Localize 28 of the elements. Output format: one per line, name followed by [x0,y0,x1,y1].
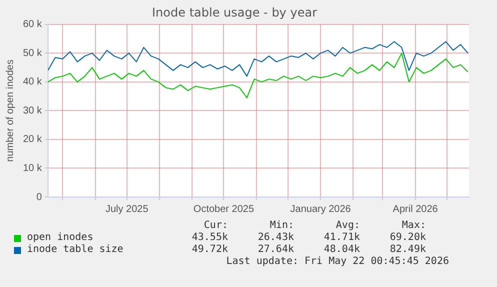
legend-label: open inodes [27,232,94,244]
text: 27.64k [256,244,294,256]
text: Cur: [202,220,228,232]
y-tick-label: 0 [36,192,42,203]
y-tick-label: 10 k [22,162,43,174]
x-tick-label: July 2025 [105,204,149,215]
y-tick-label: 20 k [22,134,43,146]
x-tick-label: April 2026 [392,204,438,215]
y-tick-label: 30 k [22,105,43,116]
text: 43.55k [190,232,228,244]
text: 49.72k [190,244,228,256]
text: Avg: [334,220,360,232]
text: Last update: Fri May 22 00:45:45 2026 [225,256,449,267]
text: 82.49k [388,244,426,256]
legend-label: inode table size [27,244,124,256]
x-tick-label: January 2026 [290,204,352,215]
text: 26.43k [256,232,294,244]
y-tick-label: 50 k [22,48,43,59]
text: 69.20k [388,232,426,244]
y-axis-title: number of open inodes [4,60,16,162]
chart-title: Inode table usage - by year [152,5,318,20]
x-tick-label: October 2025 [193,204,254,215]
y-tick-label: 40 k [22,76,43,88]
y-tick-label: 60 k [22,19,43,30]
text: 41.71k [322,232,360,244]
text: Min: [268,220,294,232]
text: 48.04k [322,244,360,256]
text: Max: [400,220,426,232]
